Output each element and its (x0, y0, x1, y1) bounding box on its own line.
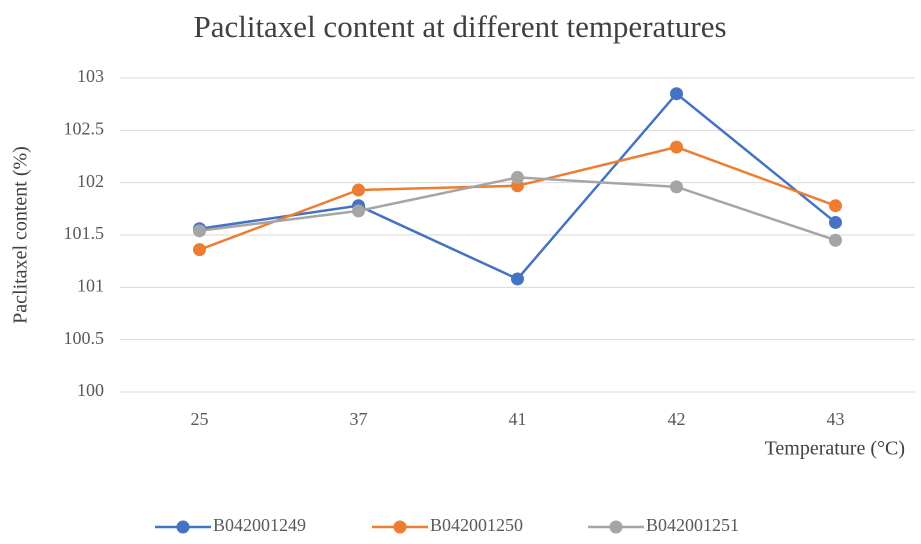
data-point (193, 224, 206, 238)
y-axis-label: Paclitaxel content (%) (10, 146, 32, 324)
data-point (511, 272, 524, 286)
x-tick-label: 43 (827, 409, 845, 429)
x-tick-label: 37 (350, 409, 368, 429)
data-point (352, 183, 365, 197)
legend: B042001249 B042001250 B042001251 (155, 515, 739, 535)
plot (193, 87, 842, 286)
legend-label: B042001249 (213, 515, 306, 535)
y-tick-label: 102 (77, 171, 104, 191)
data-point (670, 180, 683, 194)
chart-title: Paclitaxel content at different temperat… (193, 9, 726, 44)
legend-marker (609, 520, 623, 534)
y-tick-label: 103 (77, 66, 104, 86)
data-point (511, 170, 524, 184)
data-point (670, 87, 683, 101)
legend-marker (393, 520, 407, 534)
data-point (193, 243, 206, 257)
legend-label: B042001251 (646, 515, 739, 535)
data-point (670, 140, 683, 154)
data-point (829, 215, 842, 229)
y-tick-label: 100 (77, 380, 104, 400)
y-tick-label: 101.5 (64, 223, 105, 243)
x-tick-label: 42 (668, 409, 686, 429)
x-tick-label: 41 (509, 409, 527, 429)
x-axis-label: Temperature (°C) (765, 438, 905, 460)
x-tick-label: 25 (191, 409, 209, 429)
y-tick-label: 100.5 (64, 328, 105, 348)
data-point (829, 233, 842, 247)
y-tick-label: 102.5 (64, 118, 105, 138)
legend-label: B042001250 (430, 515, 523, 535)
data-point (829, 199, 842, 213)
series-line (199, 145, 836, 251)
y-tick-label: 101 (77, 275, 104, 295)
data-point (352, 204, 365, 218)
grid: 100 100.5 101 101.5 102 102.5 103 25 37 41 42 43 (64, 66, 915, 429)
legend-marker (176, 520, 190, 534)
